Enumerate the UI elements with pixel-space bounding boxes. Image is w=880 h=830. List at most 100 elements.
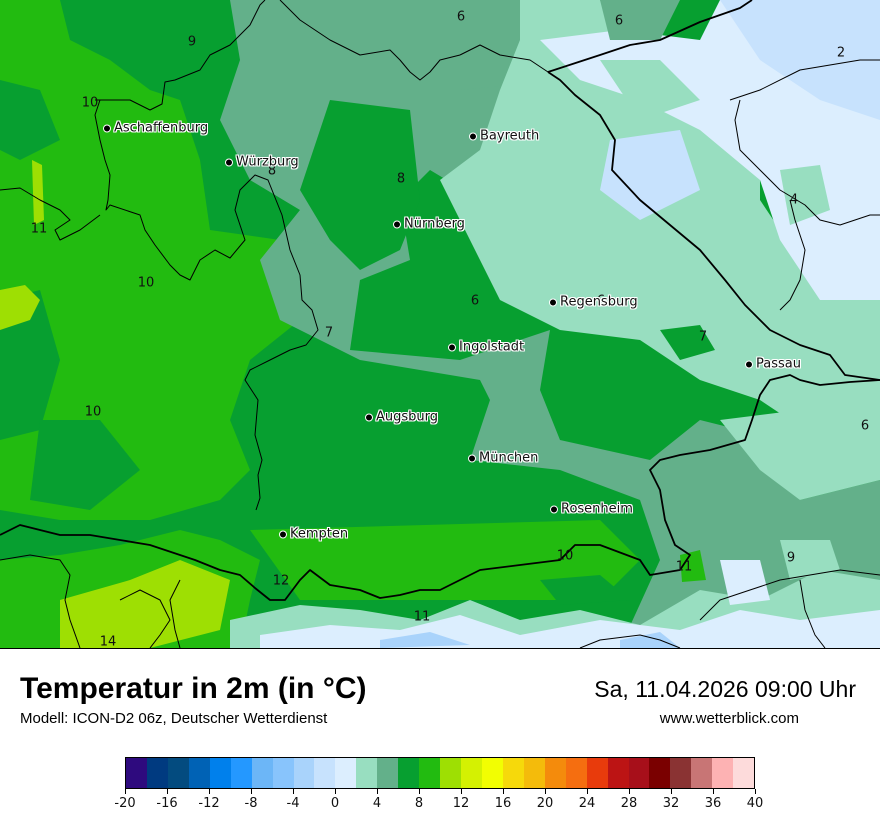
- colorbar-bin: [167, 758, 189, 788]
- colorbar-bin: [251, 758, 273, 788]
- isoline-label: 10: [137, 275, 155, 291]
- colorbar-tick-label: 28: [620, 796, 638, 811]
- colorbar-bin: [146, 758, 168, 788]
- colorbar-tick-label: -8: [244, 796, 258, 811]
- colorbar-bin: [523, 758, 545, 788]
- isoline-label: 14: [99, 634, 117, 649]
- colorbar-tick: [418, 789, 420, 794]
- colorbar-bin: [502, 758, 524, 788]
- colorbar-tick-label: 24: [578, 796, 596, 811]
- colorbar-bin: [691, 758, 713, 788]
- city-label: Augsburg: [376, 409, 439, 425]
- city-label: Aschaffenburg: [114, 120, 209, 136]
- city-regensburg[interactable]: Regensburg: [549, 296, 638, 309]
- colorbar-tick: [250, 789, 252, 794]
- isoline-label: 8: [267, 163, 277, 179]
- colorbar-tick-label: 32: [662, 796, 680, 811]
- colorbar-tick: [502, 789, 504, 794]
- colorbar-tick: [376, 789, 378, 794]
- temperature-colorbar: [125, 757, 755, 789]
- colorbar-tick-label: 36: [704, 796, 722, 811]
- colorbar-tick-label: -12: [198, 796, 220, 811]
- colorbar-tick: [586, 789, 588, 794]
- isoline-label: 4: [789, 192, 799, 208]
- city-muenchen[interactable]: München: [468, 452, 538, 465]
- city-wuerzburg[interactable]: Würzburg: [225, 156, 299, 169]
- temperature-field: [0, 0, 880, 648]
- colorbar-tick: [124, 789, 126, 794]
- isoline-label: 10: [81, 95, 99, 111]
- colorbar-bin: [712, 758, 734, 788]
- colorbar-bin: [670, 758, 692, 788]
- temperature-map[interactable]: 9 6 6 2 10 8 8 4 11 10 6 6 7 7 10 6 10 9…: [0, 0, 880, 649]
- colorbar-tick: [208, 789, 210, 794]
- city-dot-icon: [365, 413, 373, 421]
- city-label: Ingolstadt: [459, 339, 525, 355]
- colorbar-bin: [565, 758, 587, 788]
- city-augsburg[interactable]: Augsburg: [365, 411, 438, 424]
- isoline-label: 6: [456, 9, 466, 25]
- colorbar-tick-label: 40: [746, 796, 764, 811]
- isoline-label: 6: [470, 293, 480, 309]
- city-bayreuth[interactable]: Bayreuth: [469, 130, 539, 143]
- isoline-label: 6: [860, 418, 870, 434]
- colorbar-tick: [292, 789, 294, 794]
- colorbar-tick-label: 16: [494, 796, 512, 811]
- colorbar-bin: [209, 758, 231, 788]
- colorbar-bin: [481, 758, 503, 788]
- colorbar-bin: [544, 758, 566, 788]
- isoline-label: 10: [84, 404, 102, 420]
- colorbar-bin: [607, 758, 629, 788]
- city-label: Passau: [756, 356, 801, 372]
- model-source: Modell: ICON-D2 06z, Deutscher Wetterdie…: [20, 710, 328, 727]
- isoline-label: 9: [187, 34, 197, 50]
- colorbar-tick: [544, 789, 546, 794]
- colorbar-bin: [314, 758, 336, 788]
- city-kempten[interactable]: Kempten: [279, 528, 348, 541]
- colorbar-bin: [733, 758, 755, 788]
- colorbar-bin: [377, 758, 399, 788]
- city-aschaffenburg[interactable]: Aschaffenburg: [103, 122, 208, 135]
- city-passau[interactable]: Passau: [745, 358, 801, 371]
- colorbar-bin: [628, 758, 650, 788]
- isoline-label: 10: [556, 548, 574, 564]
- city-dot-icon: [448, 343, 456, 351]
- city-rosenheim[interactable]: Rosenheim: [550, 503, 633, 516]
- city-dot-icon: [468, 454, 476, 462]
- isoline-label: 11: [413, 609, 431, 625]
- colorbar-ticks: -20 -16 -12 -8 -4 0 4 8 12 16 20 24 28 32 36 40: [114, 789, 763, 819]
- isoline-label: 7: [698, 329, 708, 345]
- city-label: München: [479, 450, 539, 466]
- city-label: Regensburg: [560, 294, 638, 310]
- isoline-label: 12: [272, 573, 290, 589]
- colorbar-tick-label: 8: [414, 796, 424, 811]
- colorbar-bin: [461, 758, 482, 788]
- colorbar-bin: [293, 758, 315, 788]
- city-label: Nürnberg: [404, 216, 465, 232]
- isoline-label: 6: [596, 293, 606, 309]
- colorbar-tick: [670, 789, 672, 794]
- colorbar-bin: [356, 758, 378, 788]
- city-label: Rosenheim: [561, 501, 633, 517]
- city-dot-icon: [279, 530, 287, 538]
- colorbar-tick: [166, 789, 168, 794]
- isoline-label: 8: [396, 171, 406, 187]
- colorbar-tick-label: -4: [286, 796, 300, 811]
- colorbar-tick-label: 12: [452, 796, 470, 811]
- colorbar-bin: [230, 758, 252, 788]
- city-label: Kempten: [290, 526, 349, 542]
- colorbar-tick: [460, 789, 462, 794]
- city-dot-icon: [103, 124, 111, 132]
- city-dot-icon: [549, 298, 557, 306]
- isoline-label: 11: [30, 221, 48, 237]
- city-ingolstadt[interactable]: Ingolstadt: [448, 341, 524, 354]
- city-label: Bayreuth: [480, 128, 540, 144]
- map-title: Temperatur in 2m (in °C): [20, 672, 367, 705]
- colorbar-tick-label: 4: [372, 796, 382, 811]
- isoline-label: 11: [675, 559, 693, 575]
- colorbar-bin: [586, 758, 608, 788]
- colorbar-bin: [398, 758, 420, 788]
- colorbar-tick-label: 20: [536, 796, 554, 811]
- city-nuernberg[interactable]: Nürnberg: [393, 218, 465, 231]
- colorbar-bin: [272, 758, 294, 788]
